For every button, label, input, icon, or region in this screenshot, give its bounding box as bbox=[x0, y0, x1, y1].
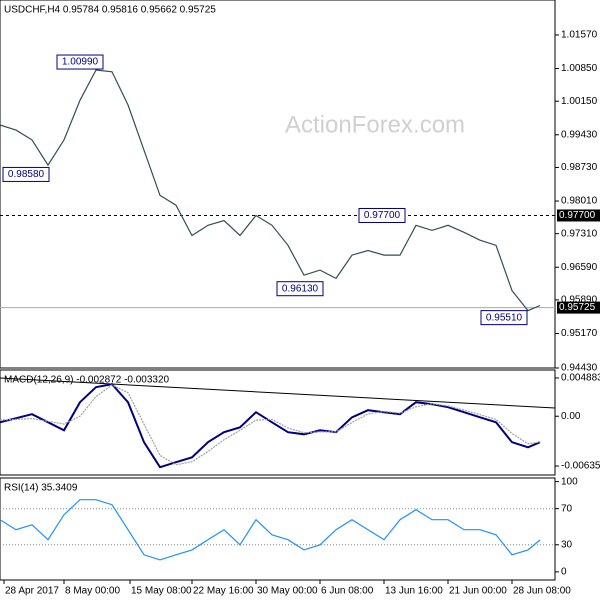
annotation-label: 0.96130 bbox=[282, 283, 319, 294]
y-tick-label: 1.01570 bbox=[561, 30, 598, 41]
level-box bbox=[557, 209, 600, 222]
level-box bbox=[557, 301, 600, 314]
x-tick-label: 28 Apr 2017 bbox=[5, 586, 59, 597]
x-tick-label: 8 May 00:00 bbox=[65, 586, 120, 597]
x-tick-label: 28 Jun 08:00 bbox=[513, 586, 571, 597]
y-tick-label: 0.98730 bbox=[561, 162, 598, 173]
series-line bbox=[0, 69, 541, 312]
annotation-label: 0.98580 bbox=[8, 169, 45, 180]
x-tick-label: 13 Jun 16:00 bbox=[385, 586, 443, 597]
level-label: 0.95725 bbox=[559, 302, 596, 313]
x-tick-label: 30 May 00:00 bbox=[257, 586, 318, 597]
trend-line bbox=[0, 377, 556, 409]
x-tick-label: 15 May 08:00 bbox=[131, 586, 192, 597]
x-tick-label: 22 May 16:00 bbox=[193, 586, 254, 597]
panel-title: MACD(12,26,9) -0.002872 -0.003320 bbox=[4, 375, 170, 386]
y-tick-label: 70 bbox=[561, 503, 573, 514]
annotation-label: 0.95510 bbox=[486, 312, 523, 323]
y-tick-label: 0 bbox=[561, 567, 567, 578]
series-line bbox=[0, 383, 541, 469]
x-tick-label: 21 Jun 00:00 bbox=[449, 586, 507, 597]
series-line bbox=[0, 384, 541, 466]
series-line bbox=[0, 499, 541, 561]
y-tick-label: 0.98010 bbox=[561, 196, 598, 207]
annotation-box bbox=[358, 207, 406, 223]
y-tick-label: 0.004883 bbox=[561, 373, 600, 384]
y-tick-label: 0.99430 bbox=[561, 129, 598, 140]
y-tick-label: 1.00150 bbox=[561, 96, 598, 107]
y-tick-label: 30 bbox=[561, 539, 573, 550]
annotation-label: 1.00990 bbox=[62, 57, 99, 68]
x-tick-label: 6 Jun 08:00 bbox=[321, 586, 374, 597]
level-label: 0.97700 bbox=[559, 210, 596, 221]
y-tick-label: 0.94430 bbox=[561, 363, 598, 374]
y-tick-label: 0.00 bbox=[561, 411, 581, 422]
y-tick-label: 0.96590 bbox=[561, 262, 598, 273]
panel-title: RSI(14) 35.3409 bbox=[4, 483, 78, 494]
y-tick-label: 100 bbox=[561, 476, 578, 487]
annotation-label: 0.97700 bbox=[364, 210, 401, 221]
annotation-box bbox=[480, 310, 528, 326]
y-tick-label: 0.95890 bbox=[561, 295, 598, 306]
annotation-box bbox=[56, 54, 104, 70]
y-tick-label: 0.95170 bbox=[561, 328, 598, 339]
annotation-box bbox=[276, 281, 324, 297]
watermark: ActionForex.com bbox=[285, 111, 465, 138]
panel-title: USDCHF,H4 0.95784 0.95816 0.95662 0.9572… bbox=[4, 5, 216, 16]
price-panel bbox=[0, 0, 556, 369]
rsi-panel bbox=[0, 477, 556, 581]
annotation-box bbox=[2, 166, 50, 182]
macd-panel bbox=[0, 369, 556, 476]
y-tick-label: -0.006354 bbox=[561, 461, 600, 472]
y-tick-label: 1.00850 bbox=[561, 63, 598, 74]
y-tick-label: 0.97310 bbox=[561, 228, 598, 239]
